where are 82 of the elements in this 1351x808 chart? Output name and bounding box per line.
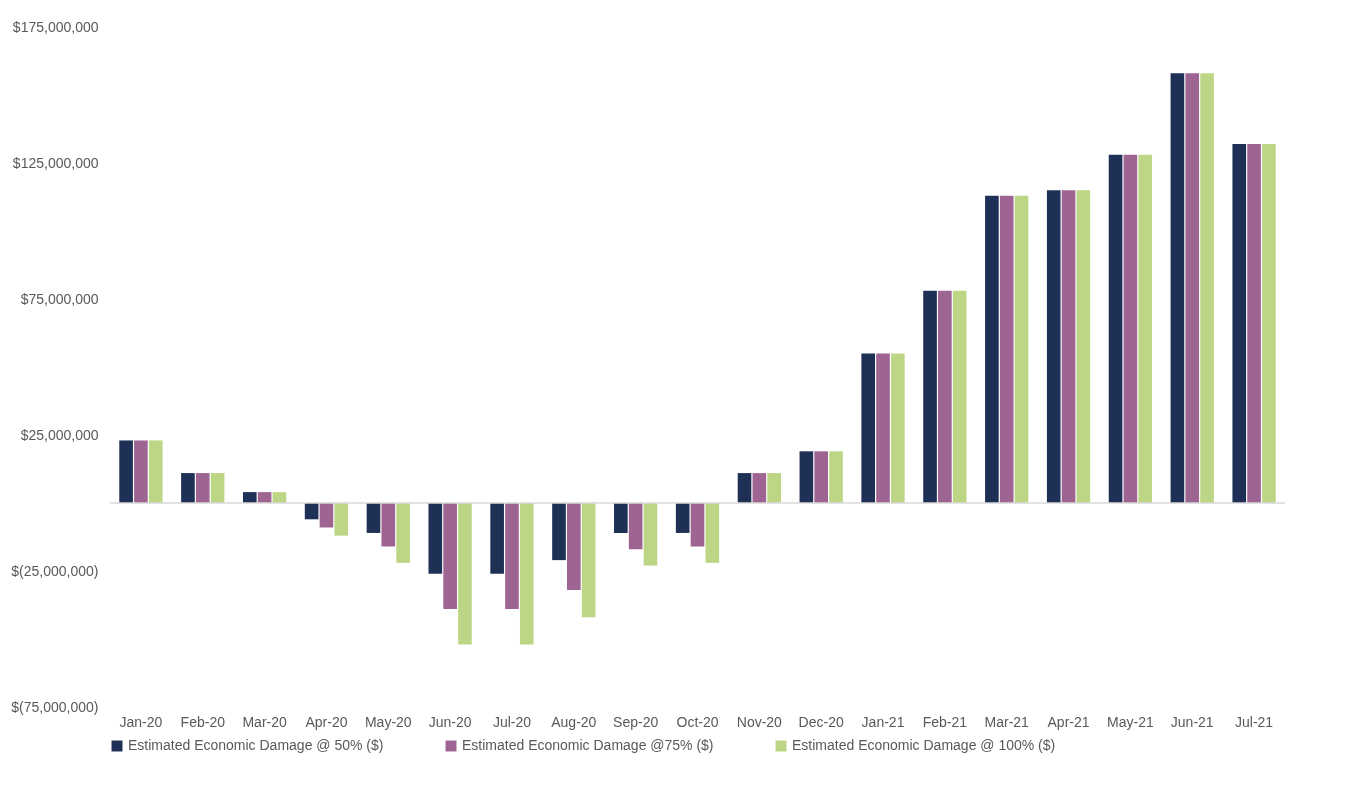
- x-tick-label: Oct-20: [676, 713, 719, 730]
- bar: [1108, 154, 1123, 503]
- legend-label: Estimated Economic Damage @75% ($): [462, 737, 714, 753]
- bar: [1170, 73, 1185, 503]
- legend-label: Estimated Economic Damage @ 50% ($): [128, 737, 384, 753]
- y-tick-label: $125,000,000: [12, 154, 99, 171]
- bar: [148, 440, 163, 503]
- x-tick-label: Jun-20: [428, 713, 472, 730]
- x-tick-label: Apr-21: [1047, 713, 1090, 730]
- x-tick-label: Jan-21: [861, 713, 905, 730]
- bar: [923, 290, 937, 503]
- x-tick-label: Feb-20: [180, 713, 226, 730]
- bar: [737, 473, 752, 503]
- bar: [334, 503, 349, 536]
- y-tick-label: $(75,000,000): [11, 698, 99, 715]
- legend-label: Estimated Economic Damage @ 100% ($): [792, 737, 1056, 753]
- bar: [829, 451, 843, 503]
- x-tick-label: May-21: [1107, 713, 1154, 730]
- bar: [490, 503, 504, 574]
- bar: [428, 503, 443, 574]
- bar: [752, 473, 767, 503]
- bar: [675, 503, 690, 533]
- bar: [1200, 73, 1214, 503]
- bar: [1232, 143, 1247, 503]
- bar: [1123, 154, 1138, 503]
- bar: [567, 503, 581, 591]
- bar: [705, 503, 720, 563]
- x-tick-label: Dec-20: [798, 713, 844, 730]
- y-tick-label: $(25,000,000): [11, 562, 99, 579]
- x-tick-label: Nov-20: [736, 713, 783, 730]
- bar: [814, 451, 828, 503]
- bar: [242, 492, 257, 503]
- bar: [690, 503, 705, 547]
- bar: [458, 503, 472, 645]
- bar: [891, 353, 905, 503]
- x-tick-label: Jan-20: [119, 713, 163, 730]
- bar: [119, 440, 133, 503]
- x-tick-label: Mar-21: [984, 713, 1030, 730]
- x-tick-label: Sep-20: [613, 713, 659, 730]
- bar: [1138, 154, 1153, 503]
- bar: [181, 473, 195, 503]
- bar: [767, 473, 781, 503]
- bar: [861, 353, 876, 503]
- y-tick-label: $75,000,000: [20, 290, 99, 307]
- bar: [1247, 143, 1261, 503]
- bar: [443, 503, 457, 610]
- bar: [519, 503, 534, 645]
- bar: [552, 503, 566, 561]
- bar: [1262, 143, 1276, 503]
- bar: [1014, 195, 1029, 503]
- bar: [581, 503, 596, 618]
- bar: [1046, 190, 1061, 503]
- bar: [195, 473, 210, 503]
- bar: [505, 503, 519, 610]
- x-tick-label: Aug-20: [551, 713, 597, 730]
- bar: [381, 503, 396, 547]
- bar: [628, 503, 643, 550]
- x-tick-label: Jul-21: [1235, 713, 1274, 730]
- bar: [319, 503, 334, 528]
- bar: [799, 451, 814, 503]
- bar: [876, 353, 890, 503]
- bar: [1076, 190, 1091, 503]
- y-tick-label: $25,000,000: [20, 426, 99, 443]
- x-tick-label: May-20: [364, 713, 412, 730]
- bar: [999, 195, 1014, 503]
- bar: [1185, 73, 1200, 503]
- bar: [938, 290, 952, 503]
- x-tick-label: Feb-21: [922, 713, 968, 730]
- bar: [985, 195, 999, 503]
- y-tick-label: $175,000,000: [12, 18, 99, 35]
- bar: [952, 290, 967, 503]
- bar: [134, 440, 148, 503]
- bar: [396, 503, 410, 563]
- x-tick-label: Jun-21: [1170, 713, 1214, 730]
- bar: [614, 503, 628, 533]
- x-tick-label: Jul-20: [492, 713, 532, 730]
- bar: [1061, 190, 1076, 503]
- bar: [210, 473, 225, 503]
- bar: [366, 503, 381, 533]
- x-tick-label: Mar-20: [242, 713, 287, 730]
- x-tick-label: Apr-20: [305, 713, 348, 730]
- bar: [643, 503, 658, 566]
